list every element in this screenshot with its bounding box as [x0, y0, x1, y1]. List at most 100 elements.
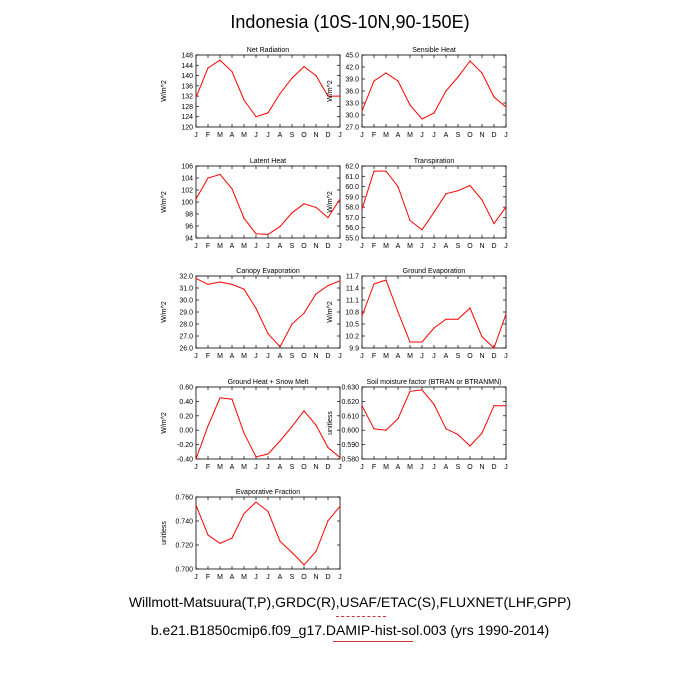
- data-point: [255, 116, 257, 118]
- series-line: [361, 389, 506, 447]
- series-line: [195, 397, 341, 460]
- y-tick-label: 58.0: [345, 205, 359, 212]
- x-tick-label: S: [290, 132, 295, 139]
- panel-8: Evaporative Fraction 0.700 0.720 0.740 0.760…: [161, 489, 342, 581]
- x-tick-label: A: [230, 574, 235, 581]
- x-tick-label: O: [301, 353, 307, 360]
- data-point: [433, 211, 435, 213]
- y-tick-label: 94: [185, 236, 193, 243]
- data-point: [445, 318, 447, 320]
- data-point: [231, 71, 233, 73]
- panel-title: Canopy Evaporation: [236, 268, 300, 275]
- y-tick-label: 0.40: [179, 399, 193, 406]
- plot-frame: [195, 275, 341, 349]
- x-tick-label: O: [467, 132, 473, 139]
- y-tick-label: 42.0: [345, 65, 359, 72]
- x-tick-label: S: [456, 132, 461, 139]
- y-tick-label: 60.0: [345, 184, 359, 191]
- x-tick-label: A: [278, 243, 283, 250]
- x-tick-label: F: [206, 464, 210, 471]
- x-tick-label: J: [266, 132, 270, 139]
- x-tick-label: M: [217, 574, 223, 581]
- x-tick-label: N: [479, 353, 484, 360]
- y-tick-label: 11.1: [346, 298, 359, 305]
- x-tick-label: M: [407, 132, 413, 139]
- y-tick-label: -0.40: [177, 457, 193, 464]
- data-point: [481, 199, 483, 201]
- data-point: [469, 307, 471, 309]
- data-point: [361, 208, 363, 210]
- data-point: [481, 432, 483, 434]
- panel-title: Latent Heat: [250, 158, 286, 165]
- x-tick-label: J: [254, 243, 258, 250]
- x-tick-label: J: [338, 574, 342, 581]
- x-tick-label: A: [444, 464, 449, 471]
- spell-underline-1: [336, 616, 386, 617]
- plot-frame: [361, 386, 507, 460]
- y-tick-label: 29.0: [179, 310, 193, 317]
- x-tick-label: J: [338, 353, 342, 360]
- data-point: [339, 280, 341, 282]
- y-tick-label: 106: [181, 164, 193, 171]
- y-tick-label: 0.760: [175, 495, 193, 502]
- y-tick-label: 100: [181, 200, 193, 207]
- data-point: [445, 193, 447, 195]
- x-tick-label: F: [206, 243, 210, 250]
- x-tick-label: A: [230, 243, 235, 250]
- y-axis-label: W/m^2: [327, 191, 334, 213]
- data-point: [255, 501, 257, 503]
- x-tick-label: N: [479, 464, 484, 471]
- x-tick-label: N: [313, 464, 318, 471]
- data-point: [327, 95, 329, 97]
- y-tick-label: 55.0: [345, 236, 359, 243]
- x-tick-label: A: [396, 132, 401, 139]
- data-point: [219, 59, 221, 61]
- data-point: [339, 95, 341, 97]
- y-tick-label: 11.7: [346, 274, 359, 281]
- x-tick-label: F: [206, 132, 210, 139]
- data-point: [493, 223, 495, 225]
- data-point: [505, 405, 507, 407]
- data-point: [279, 92, 281, 95]
- x-tick-label: A: [444, 243, 449, 250]
- x-tick-label: J: [194, 353, 198, 360]
- x-tick-label: F: [206, 353, 210, 360]
- data-point: [505, 313, 507, 315]
- x-tick-label: J: [360, 353, 364, 360]
- data-point: [291, 212, 293, 214]
- panel-title: Evaporative Fraction: [236, 489, 300, 496]
- x-tick-label: M: [383, 132, 389, 139]
- y-tick-label: 61.0: [345, 174, 359, 181]
- data-point: [219, 281, 221, 283]
- x-tick-label: J: [504, 464, 508, 471]
- y-tick-label: 120: [181, 125, 193, 132]
- x-tick-label: D: [325, 243, 330, 250]
- data-point: [303, 410, 305, 412]
- y-tick-label: 45.0: [345, 53, 359, 60]
- x-tick-label: D: [491, 464, 496, 471]
- data-point: [267, 510, 269, 512]
- data-point: [445, 90, 447, 92]
- data-point: [267, 112, 269, 114]
- x-tick-label: J: [266, 243, 270, 250]
- x-tick-label: D: [491, 243, 496, 250]
- x-tick-label: M: [241, 353, 247, 360]
- x-tick-label: J: [266, 574, 270, 581]
- y-tick-label: -0.20: [177, 442, 193, 449]
- data-point: [243, 432, 245, 434]
- y-tick-label: 0.700: [175, 567, 193, 574]
- y-tick-label: 98: [185, 212, 193, 219]
- x-tick-label: A: [396, 353, 401, 360]
- x-tick-label: N: [479, 243, 484, 250]
- x-tick-label: J: [504, 132, 508, 139]
- x-tick-label: A: [444, 132, 449, 139]
- data-point: [291, 77, 293, 79]
- x-tick-label: O: [301, 464, 307, 471]
- data-point: [373, 283, 375, 285]
- y-axis-label: W/m^2: [327, 80, 334, 102]
- y-tick-label: 59.0: [345, 194, 359, 201]
- panel-title: Net Radiation: [247, 47, 290, 54]
- x-tick-label: M: [407, 353, 413, 360]
